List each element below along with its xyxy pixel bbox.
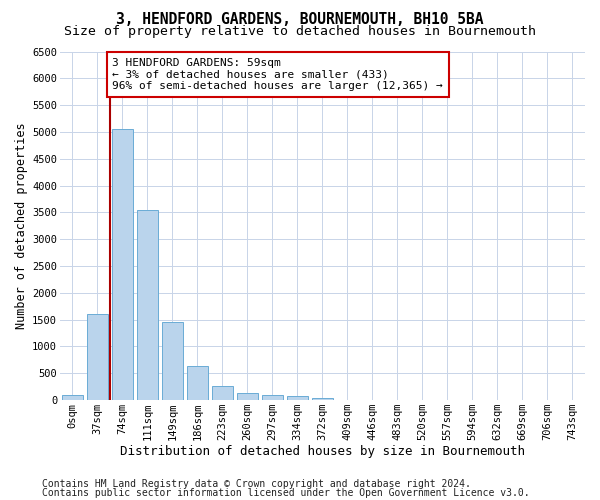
Text: Size of property relative to detached houses in Bournemouth: Size of property relative to detached ho… — [64, 25, 536, 38]
Y-axis label: Number of detached properties: Number of detached properties — [15, 122, 28, 329]
Bar — [237, 393, 258, 400]
Text: Contains HM Land Registry data © Crown copyright and database right 2024.: Contains HM Land Registry data © Crown c… — [42, 479, 471, 489]
Text: 3 HENDFORD GARDENS: 59sqm
← 3% of detached houses are smaller (433)
96% of semi-: 3 HENDFORD GARDENS: 59sqm ← 3% of detach… — [112, 58, 443, 91]
Bar — [287, 396, 308, 400]
Bar — [262, 394, 283, 400]
Bar — [62, 394, 83, 400]
Bar — [187, 366, 208, 400]
X-axis label: Distribution of detached houses by size in Bournemouth: Distribution of detached houses by size … — [120, 444, 525, 458]
Text: 3, HENDFORD GARDENS, BOURNEMOUTH, BH10 5BA: 3, HENDFORD GARDENS, BOURNEMOUTH, BH10 5… — [116, 12, 484, 28]
Bar — [212, 386, 233, 400]
Bar — [87, 314, 108, 400]
Bar — [312, 398, 333, 400]
Bar — [112, 130, 133, 400]
Bar — [162, 322, 183, 400]
Text: Contains public sector information licensed under the Open Government Licence v3: Contains public sector information licen… — [42, 488, 530, 498]
Bar — [137, 210, 158, 400]
